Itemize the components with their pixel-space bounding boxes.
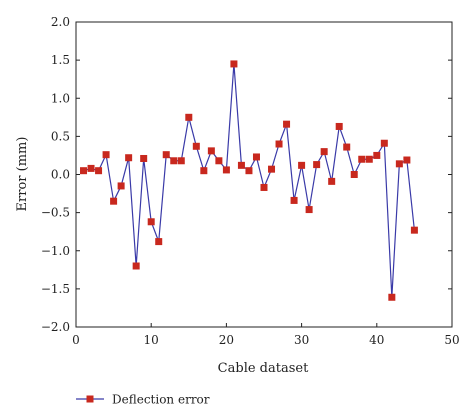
data-point-marker [283,120,291,128]
data-point-marker [335,122,343,130]
data-point-marker [95,167,103,175]
data-point-marker [237,161,245,169]
data-point-marker [147,218,155,226]
y-tick-label: −1.0 [41,244,70,258]
x-tick-label: 40 [369,333,384,347]
series-group [80,60,418,301]
y-tick-label: 2.0 [51,15,70,29]
y-tick-label: 1.5 [51,53,70,67]
y-tick-label: −2.0 [41,320,70,334]
data-point-marker [110,197,118,205]
data-point-marker [388,293,396,301]
axes: 0 10 20 30 40 50 2.0 1.5 1.0 0.5 0.0 −0.5 −1.0 −1.5 −2… [41,15,460,347]
series-line [83,63,415,298]
data-point-marker [365,155,373,163]
data-point-marker [313,161,321,169]
data-point-marker [140,154,148,162]
plot-frame [75,21,453,328]
data-point-marker [162,151,170,159]
data-point-marker [260,183,268,191]
legend-marker-swatch [86,395,94,403]
data-point-marker [117,182,125,190]
data-point-marker [373,151,381,159]
data-point-marker [358,155,366,163]
x-tick-label: 50 [444,333,459,347]
x-axis-label: Cable dataset [218,361,309,376]
y-tick-label: 1.0 [51,91,70,105]
data-point-marker [102,151,110,159]
y-tick-label: 0.5 [51,129,70,143]
data-point-marker [170,157,178,165]
data-point-marker [350,171,358,178]
data-point-marker [200,167,208,175]
data-point-marker [207,147,215,155]
y-tick-label: −1.5 [41,282,70,296]
data-point-marker [343,143,351,151]
data-point-marker [268,165,276,173]
data-point-marker [380,139,388,147]
data-point-marker [215,157,223,165]
data-point-marker [410,226,418,234]
x-tick-label: 10 [144,333,159,347]
data-point-marker [185,113,193,121]
data-point-marker [305,206,313,214]
data-point-marker [298,161,306,169]
data-point-marker [192,142,200,150]
data-point-marker [155,238,163,246]
data-point-marker [230,60,238,68]
data-point-marker [177,157,185,165]
y-axis-label: Error (mm) [15,137,30,212]
data-point-marker [87,164,95,172]
x-tick-label: 0 [72,333,80,347]
x-tick-label: 20 [219,333,234,347]
data-point-marker [222,166,230,174]
legend: Deflection error [76,393,210,407]
data-point-marker [275,140,283,148]
data-point-marker [290,196,298,204]
legend-label: Deflection error [112,393,210,407]
data-point-marker [252,153,260,161]
data-point-marker [320,148,328,156]
data-point-marker [328,177,336,185]
data-point-marker [125,154,133,162]
x-tick-label: 30 [294,333,309,347]
y-tick-label: −0.5 [41,206,70,220]
y-tick-label: 0.0 [51,168,70,182]
data-point-marker [403,156,411,164]
data-point-marker [80,167,88,175]
data-point-marker [245,167,253,175]
data-point-marker [132,262,140,270]
data-point-marker [395,160,403,168]
